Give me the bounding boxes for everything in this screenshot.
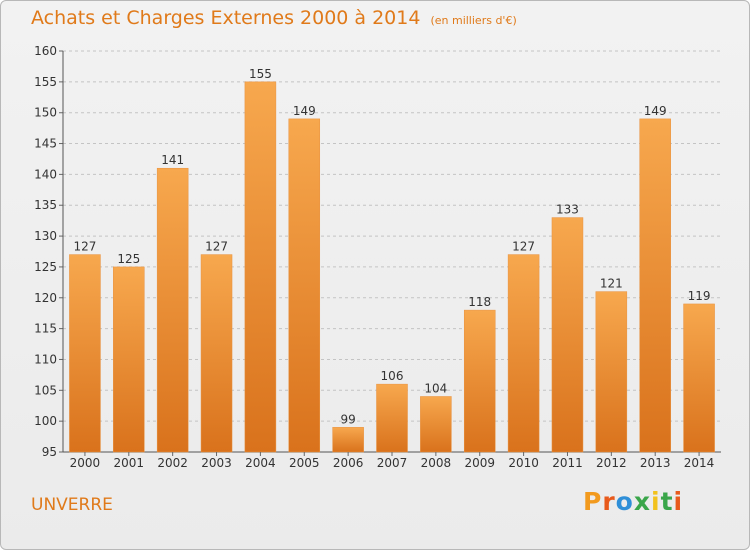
x-tick-label: 2010 <box>508 456 539 470</box>
bar <box>244 81 277 453</box>
data-label: 127 <box>205 240 228 254</box>
x-tick-label: 2002 <box>157 456 188 470</box>
y-tick-label: 130 <box>34 229 57 243</box>
bar <box>376 383 408 453</box>
x-tick-label: 2000 <box>70 456 101 470</box>
proxiti-logo: Proxiti <box>583 487 683 516</box>
y-tick-label: 145 <box>34 137 57 151</box>
data-label: 141 <box>161 153 184 167</box>
x-tick-label: 2012 <box>596 456 627 470</box>
logo-letter: o <box>615 487 634 516</box>
bar <box>332 427 364 453</box>
data-label: 125 <box>117 252 140 266</box>
data-label: 99 <box>340 412 355 426</box>
bar <box>551 217 584 453</box>
logo-letter: P <box>583 487 603 516</box>
bar <box>463 309 496 453</box>
bar <box>683 303 715 453</box>
y-tick-label: 150 <box>34 106 57 120</box>
x-tick-label: 2005 <box>289 456 320 470</box>
y-tick-label: 155 <box>34 75 57 89</box>
y-tick-label: 100 <box>34 414 57 428</box>
logo-letter: x <box>633 487 651 516</box>
bar <box>156 167 189 453</box>
data-label: 121 <box>600 277 623 291</box>
y-tick-label: 125 <box>34 260 57 274</box>
data-label: 106 <box>381 369 404 383</box>
bar <box>507 254 540 453</box>
data-label: 119 <box>688 289 711 303</box>
x-tick-label: 2007 <box>377 456 408 470</box>
bar <box>200 254 233 453</box>
bar <box>595 291 628 453</box>
place-name: UNVERRE <box>31 495 113 515</box>
data-label: 149 <box>293 104 316 118</box>
y-tick-label: 120 <box>34 291 57 305</box>
data-label: 118 <box>468 295 491 309</box>
x-tick-label: 2001 <box>114 456 145 470</box>
bar <box>288 118 321 453</box>
x-tick-label: 2008 <box>421 456 452 470</box>
data-label: 127 <box>73 240 96 254</box>
data-label: 127 <box>512 240 535 254</box>
chart-title-text: Achats et Charges Externes 2000 à 2014 <box>31 7 421 29</box>
data-label: 155 <box>249 67 272 81</box>
chart-title: Achats et Charges Externes 2000 à 2014 (e… <box>31 7 517 29</box>
y-tick-label: 115 <box>34 322 57 336</box>
x-tick-label: 2013 <box>640 456 671 470</box>
data-label: 133 <box>556 203 579 217</box>
y-tick-label: 105 <box>34 383 57 397</box>
data-label: 104 <box>424 381 447 395</box>
y-tick-label: 110 <box>34 352 57 366</box>
logo-letter: r <box>602 487 616 516</box>
x-tick-label: 2004 <box>245 456 276 470</box>
bar <box>113 266 145 453</box>
bar <box>69 254 101 453</box>
y-tick-label: 135 <box>34 198 57 212</box>
logo-letter: i <box>651 487 661 516</box>
y-tick-label: 95 <box>42 445 57 459</box>
logo-letter: i <box>673 487 684 516</box>
bar <box>639 118 671 453</box>
bar <box>420 396 452 453</box>
logo-letter: t <box>660 487 674 516</box>
x-tick-label: 2009 <box>464 456 495 470</box>
y-tick-label: 160 <box>34 44 57 58</box>
y-tick-label: 140 <box>34 167 57 181</box>
x-tick-label: 2014 <box>684 456 715 470</box>
x-tick-label: 2011 <box>552 456 583 470</box>
chart-subtitle: (en milliers d'€) <box>430 14 517 27</box>
x-tick-label: 2003 <box>201 456 232 470</box>
x-tick-label: 2006 <box>333 456 364 470</box>
data-label: 149 <box>644 104 667 118</box>
